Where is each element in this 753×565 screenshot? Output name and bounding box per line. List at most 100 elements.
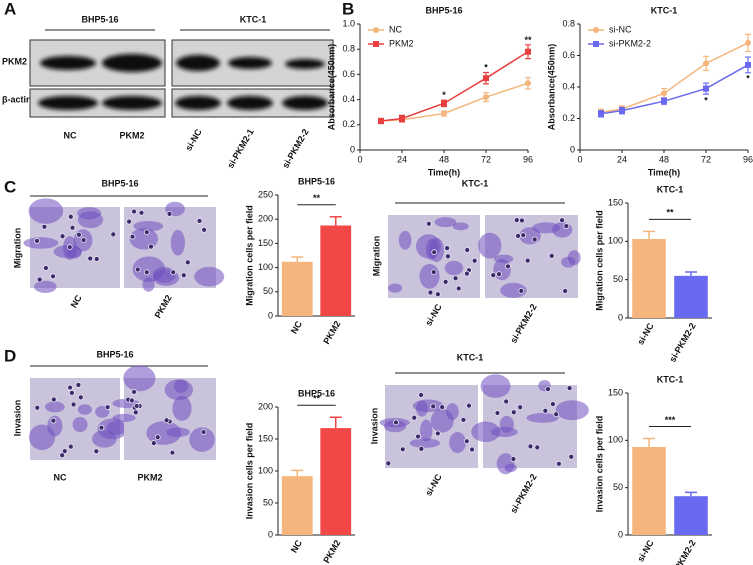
pore [515, 232, 521, 239]
y-axis-label: Invasion cells per field [244, 423, 254, 520]
cell [123, 365, 156, 392]
error-bar [643, 437, 655, 447]
pore [431, 249, 438, 256]
bar [320, 225, 352, 316]
cell [452, 222, 469, 231]
pore [442, 278, 449, 285]
row-label: Migration [371, 236, 381, 277]
pore [133, 403, 140, 409]
group-label: BHP5-16 [101, 178, 138, 188]
pore [93, 448, 100, 455]
cell [561, 256, 576, 268]
pore [70, 401, 77, 408]
cell [170, 229, 185, 256]
pore [170, 269, 177, 276]
cell [44, 401, 65, 413]
bar [674, 275, 708, 318]
pore [110, 231, 117, 238]
cell [23, 237, 59, 249]
pore [76, 231, 82, 238]
pore [131, 208, 137, 215]
pore [399, 446, 406, 453]
pore [527, 443, 534, 450]
row-label: Migration [12, 228, 22, 269]
pore [69, 224, 76, 231]
chart-title: KTC-1 [657, 374, 684, 384]
y-tick-label: 100 [258, 262, 273, 272]
group-label: BHP5-16 [96, 349, 133, 359]
cell [172, 395, 192, 421]
pore [434, 291, 441, 298]
row-label: Invasion [369, 408, 379, 445]
legend-label: si-PKM2-2 [609, 38, 651, 48]
cell [77, 211, 104, 229]
y-tick-label: 0 [350, 144, 355, 154]
y-axis-label: Absorbance(450nm) [326, 44, 336, 131]
error-bar [329, 216, 342, 226]
micrograph [23, 198, 120, 293]
pore [50, 273, 56, 280]
pore [418, 392, 424, 398]
pore [77, 394, 84, 401]
error-bar [291, 256, 304, 262]
cell [106, 420, 127, 435]
pore [418, 445, 425, 452]
pore [518, 287, 525, 294]
y-tick-label: 100 [608, 435, 623, 445]
group-label: KTC-1 [462, 178, 489, 188]
micrograph [29, 378, 129, 460]
pore [148, 243, 154, 250]
series-line [380, 51, 529, 122]
significance: * [704, 96, 708, 106]
pore [134, 266, 141, 273]
cell [415, 400, 428, 417]
y-tick-label: 0.6 [562, 50, 575, 60]
cell [446, 403, 459, 421]
cell [429, 237, 445, 263]
lane-label: si-NC [423, 302, 444, 328]
cell [504, 463, 517, 473]
pore [87, 255, 94, 262]
x-tick-label: si-PKM2-2 [667, 538, 697, 565]
y-tick-label: 50 [613, 482, 623, 492]
marker [441, 100, 447, 107]
bar [632, 239, 666, 318]
marker [399, 115, 405, 122]
pore [463, 270, 470, 277]
marker [703, 60, 709, 67]
legend-item: si-PKM2-2 [588, 38, 651, 48]
pore [455, 285, 462, 292]
y-axis-label: Absorbance(450nm) [546, 44, 556, 131]
pore [534, 444, 541, 451]
cell [471, 421, 501, 443]
panel-letter: A [4, 0, 16, 18]
y-tick-label: 0.2 [342, 119, 355, 129]
row-label: PKM2 [2, 56, 27, 66]
pore [393, 419, 399, 426]
y-tick-label: 0.6 [342, 69, 355, 79]
blot [29, 39, 334, 118]
cell [420, 419, 433, 442]
pore [196, 218, 203, 224]
pore [104, 404, 111, 411]
x-tick-label: 0 [357, 154, 362, 164]
pore [128, 397, 135, 404]
significance: * [746, 74, 750, 84]
pore [517, 404, 524, 411]
pore [550, 401, 556, 407]
micrograph [112, 365, 216, 460]
row-label: β-actin [2, 94, 32, 104]
cell [478, 232, 502, 259]
pore [154, 434, 161, 441]
pore [553, 411, 560, 418]
cell [164, 379, 193, 401]
pore [439, 404, 446, 410]
pore [59, 233, 66, 240]
y-tick-label: 100 [258, 465, 273, 475]
pore [93, 256, 100, 262]
pore [425, 220, 432, 227]
pore [548, 252, 555, 259]
pore [50, 417, 57, 424]
significance: * [484, 62, 488, 72]
micrograph [388, 215, 480, 298]
